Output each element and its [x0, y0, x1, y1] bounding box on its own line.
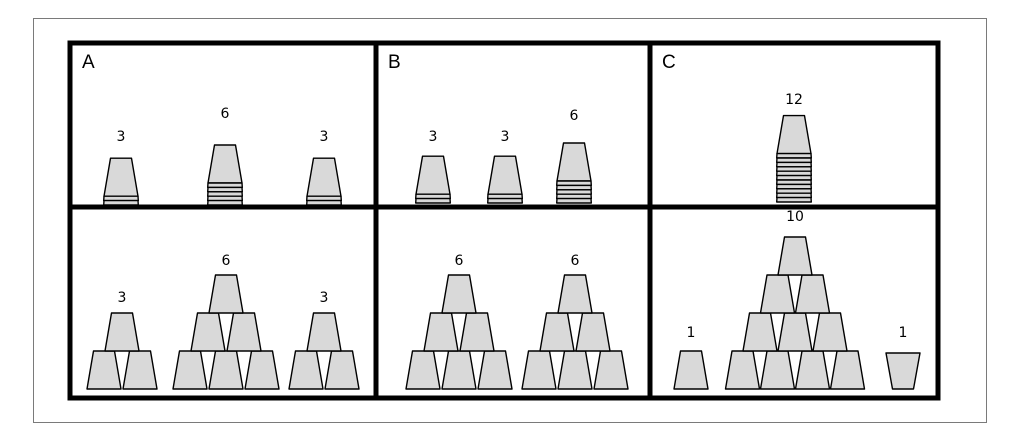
pyramid-label-a3: 3 [320, 290, 329, 306]
stack-label-a1: 3 [117, 129, 126, 145]
stack-label-b1: 3 [429, 129, 438, 145]
pyramid-b1-cup [459, 312, 495, 352]
stack-b2-rim [487, 197, 523, 204]
pyramid-a2-cup [190, 312, 226, 352]
pyramid-b2-cup [521, 350, 557, 390]
pyramid-c2-cup [777, 236, 813, 276]
pyramid-label-a2: 6 [222, 253, 231, 269]
pyramid-a2-cup [244, 350, 280, 390]
pyramid-c2-cup [794, 274, 831, 314]
pyramid-b2-cup [593, 350, 629, 390]
pyramid-b1-cup [441, 274, 477, 314]
stack-b2-top-cup [487, 155, 523, 195]
stack-a2-rim [206, 199, 244, 206]
pyramid-b2-cup [557, 350, 593, 390]
pyramid-c3-cup [885, 352, 921, 390]
pyramid-c2-cup [794, 350, 831, 390]
stack-c1-rim [776, 196, 812, 203]
pyramid-a1-cup [122, 350, 158, 390]
stack-b3-rim [556, 197, 592, 204]
pyramid-c2-cup [829, 350, 866, 390]
stack-label-a3: 3 [320, 129, 329, 145]
pyramid-label-c2: 10 [786, 209, 804, 225]
panel-letter-a: A [82, 52, 95, 73]
pyramid-label-b1: 6 [455, 253, 464, 269]
pyramid-a2-cup [226, 312, 262, 352]
pyramid-b1-cup [441, 350, 477, 390]
panel-grid [67, 40, 941, 401]
stack-label-c1: 12 [785, 92, 803, 108]
pyramid-label-c3: 1 [899, 325, 908, 341]
stack-a1-rim [102, 199, 140, 206]
stack-a3-top-cup [306, 157, 342, 197]
pyramid-label-b2: 6 [571, 253, 580, 269]
pyramid-c2-cup [777, 312, 813, 352]
stack-b1-top-cup [415, 155, 451, 195]
pyramid-a1-cup [86, 350, 122, 390]
pyramid-a2-cup [208, 274, 244, 314]
figure-frame [33, 18, 987, 423]
pyramid-c2-cup [742, 312, 778, 352]
stack-b3-top-cup [556, 142, 592, 182]
stack-c1-top-cup [776, 114, 812, 155]
panel-letter-c: C [662, 52, 676, 73]
pyramid-c2-cup [812, 312, 848, 352]
pyramid-c2-cup [759, 350, 796, 390]
pyramid-label-a1: 3 [118, 290, 127, 306]
pyramid-a1-cup [104, 312, 140, 352]
outer-border [67, 40, 941, 401]
pyramid-a3-cup [288, 350, 324, 390]
stack-a2-top-cup [207, 144, 243, 184]
panel-letter-b: B [388, 52, 401, 73]
stack-label-b2: 3 [501, 129, 510, 145]
pyramid-c1-cup [673, 350, 709, 390]
pyramid-b2-cup [557, 274, 593, 314]
stack-a3-rim [306, 199, 342, 206]
pyramid-label-c1: 1 [687, 325, 696, 341]
pyramid-a2-cup [208, 350, 244, 390]
cups-layer [86, 114, 921, 390]
pyramid-c2-cup [759, 274, 796, 314]
pyramid-c2-cup [724, 350, 761, 390]
stack-label-a2: 6 [221, 106, 230, 122]
pyramid-a3-cup [306, 312, 342, 352]
pyramid-b1-cup [423, 312, 459, 352]
stack-label-b3: 6 [570, 108, 579, 124]
pyramid-a3-cup [324, 350, 360, 390]
stack-b1-rim [415, 197, 451, 204]
pyramid-a2-cup [172, 350, 208, 390]
pyramid-b2-cup [575, 312, 611, 352]
stack-a1-top-cup [103, 157, 139, 197]
pyramid-b1-cup [405, 350, 441, 390]
pyramid-b1-cup [477, 350, 513, 390]
pyramid-b2-cup [539, 312, 575, 352]
